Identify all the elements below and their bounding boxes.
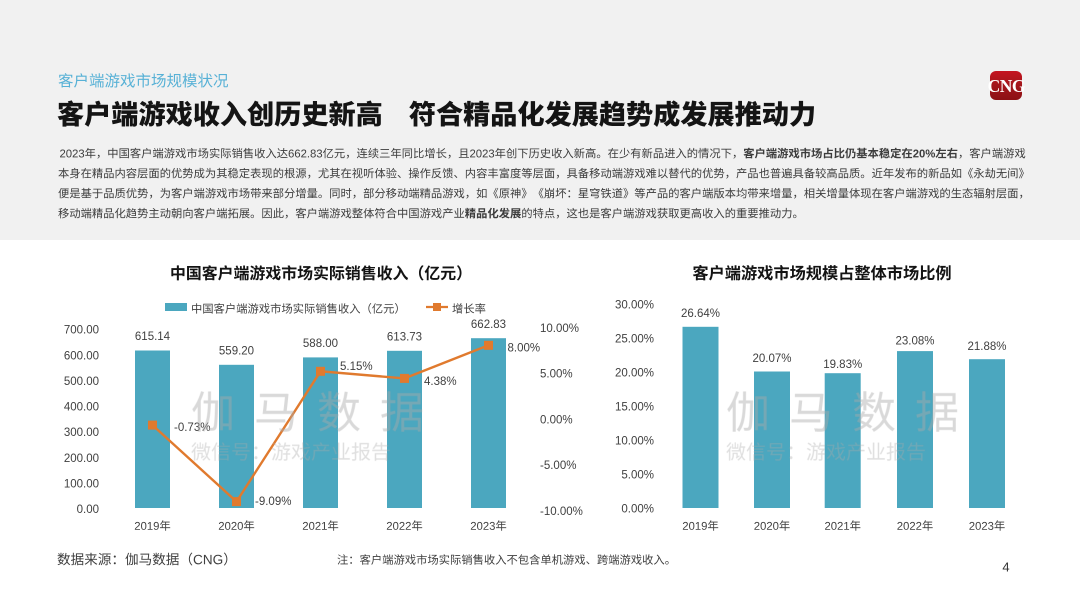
svg-text:400.00: 400.00 [64, 402, 99, 414]
svg-text:4.38%: 4.38% [424, 376, 457, 388]
svg-text:500.00: 500.00 [64, 376, 99, 388]
svg-text:200.00: 200.00 [64, 453, 99, 465]
svg-text:23.08%: 23.08% [895, 335, 934, 347]
svg-text:21.88%: 21.88% [967, 341, 1006, 353]
svg-text:0.00%: 0.00% [540, 414, 573, 426]
svg-text:5.15%: 5.15% [340, 361, 373, 373]
svg-text:100.00: 100.00 [64, 478, 99, 490]
svg-text:10.00%: 10.00% [540, 323, 579, 335]
svg-text:15.00%: 15.00% [615, 402, 654, 414]
svg-text:5.00%: 5.00% [540, 369, 573, 381]
svg-text:700.00: 700.00 [64, 325, 99, 337]
svg-text:615.14: 615.14 [135, 331, 171, 343]
svg-text:0.00: 0.00 [77, 504, 99, 516]
svg-text:559.20: 559.20 [219, 345, 254, 357]
svg-text:662.83: 662.83 [471, 319, 506, 331]
svg-text:26.64%: 26.64% [681, 308, 720, 320]
svg-text:19.83%: 19.83% [823, 359, 862, 371]
svg-text:600.00: 600.00 [64, 350, 99, 362]
svg-text:10.00%: 10.00% [615, 436, 654, 448]
svg-text:613.73: 613.73 [387, 331, 422, 343]
svg-text:20.07%: 20.07% [752, 353, 791, 365]
svg-text:25.00%: 25.00% [615, 334, 654, 346]
svg-text:CNG: CNG [988, 76, 1026, 96]
svg-text:30.00%: 30.00% [615, 300, 654, 312]
svg-text:-10.00%: -10.00% [540, 506, 583, 518]
svg-text:300.00: 300.00 [64, 427, 99, 439]
svg-text:588.00: 588.00 [303, 338, 338, 350]
svg-text:-5.00%: -5.00% [540, 460, 576, 472]
svg-text:8.00%: 8.00% [508, 343, 541, 355]
svg-text:-0.73%: -0.73% [174, 422, 210, 434]
svg-text:0.00%: 0.00% [621, 504, 654, 516]
svg-text:20.00%: 20.00% [615, 368, 654, 380]
svg-text:5.00%: 5.00% [621, 470, 654, 482]
svg-text:4: 4 [1002, 560, 1009, 575]
svg-text:-9.09%: -9.09% [255, 496, 291, 508]
